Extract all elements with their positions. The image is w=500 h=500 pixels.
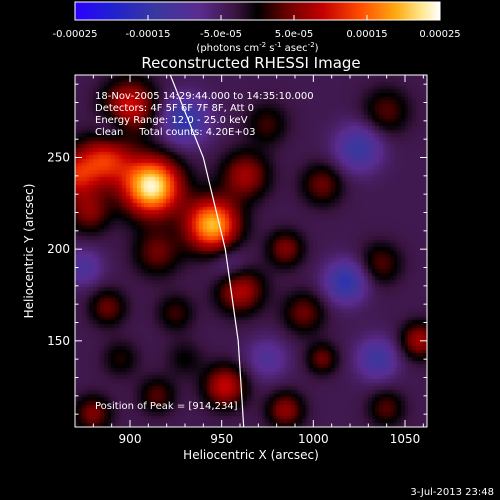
y-axis-label: Heliocentric Y (arcsec) xyxy=(22,184,36,319)
x-tick-label: 1000 xyxy=(298,432,329,446)
x-tick-label: 900 xyxy=(119,432,142,446)
colorbar-gradient xyxy=(74,1,441,21)
chart-title: Reconstructed RHESSI Image xyxy=(141,54,360,72)
x-tick-label: 1050 xyxy=(390,432,421,446)
plot-frame xyxy=(74,74,428,428)
colorbar: -0.00025 -0.00015 -5.0e-05 5.0e-05 0.00015 0.… xyxy=(53,1,461,54)
colorbar-tick-label: -5.0e-05 xyxy=(200,29,242,40)
info-line: 18-Nov-2005 14:29:44.000 to 14:35:10.000 xyxy=(95,91,314,102)
heatmap-image xyxy=(75,75,427,427)
colorbar-tick-label: -0.00015 xyxy=(126,29,171,40)
y-tick-label: 150 xyxy=(47,334,70,348)
info-line: Energy Range: 12.0 - 25.0 keV xyxy=(95,115,248,126)
info-line: Clean Total counts: 4.20E+03 xyxy=(95,127,255,138)
x-axis-label: Heliocentric X (arcsec) xyxy=(183,448,319,462)
colorbar-tick-label: -0.00025 xyxy=(53,29,98,40)
y-tick-label: 250 xyxy=(47,151,70,165)
colorbar-tick-label: 0.00025 xyxy=(419,29,460,40)
colorbar-tick-label: 0.00015 xyxy=(346,29,387,40)
y-tick-label: 200 xyxy=(47,242,70,256)
x-tick-label: 950 xyxy=(210,432,233,446)
info-line: Detectors: 4F 5F 6F 7F 8F, Att 0 xyxy=(95,103,254,114)
solar-limb-line xyxy=(169,75,245,427)
colorbar-unit-label: (photons cm-2 s-1 asec-2) xyxy=(196,41,318,54)
footer-timestamp: 3-Jul-2013 23:48 xyxy=(410,487,494,498)
peak-position-label: Position of Peak = [914,234] xyxy=(95,401,238,412)
colorbar-ticks: -0.00025 -0.00015 -5.0e-05 5.0e-05 0.00015 0.… xyxy=(53,15,461,40)
observation-info: 18-Nov-2005 14:29:44.000 to 14:35:10.000… xyxy=(95,91,314,412)
axes: 900 950 1000 1050 150 200 250 xyxy=(47,75,427,446)
colorbar-tick-label: 5.0e-05 xyxy=(275,29,313,40)
